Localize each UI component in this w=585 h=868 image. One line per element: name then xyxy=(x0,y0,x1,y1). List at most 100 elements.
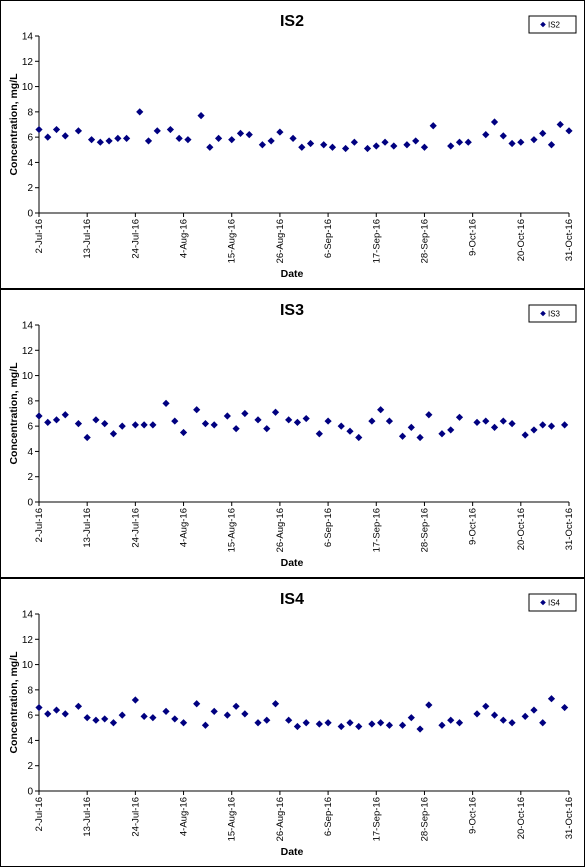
data-point xyxy=(337,722,345,731)
data-point xyxy=(298,143,306,151)
y-tick-label: 6 xyxy=(27,133,33,144)
data-point xyxy=(206,143,214,151)
y-tick-label: 14 xyxy=(22,321,34,332)
data-point xyxy=(482,131,490,139)
x-axis-label: Date xyxy=(281,268,304,280)
data-point xyxy=(398,721,407,729)
data-point xyxy=(258,141,266,149)
y-tick-label: 0 xyxy=(27,787,33,798)
data-point xyxy=(377,719,385,727)
data-point xyxy=(131,421,139,429)
data-point xyxy=(210,421,218,429)
data-point xyxy=(232,425,240,433)
data-point xyxy=(517,138,525,146)
data-point xyxy=(403,141,411,149)
data-point xyxy=(87,136,96,144)
data-point xyxy=(92,716,100,724)
y-axis-label: Concentration, mg/L xyxy=(8,651,20,754)
data-point xyxy=(412,137,420,145)
data-point xyxy=(263,716,271,724)
chart-title: IS4 xyxy=(280,591,304,608)
data-point xyxy=(438,430,446,438)
x-tick-label: 24-Jul-16 xyxy=(130,508,141,548)
data-point xyxy=(302,414,310,423)
data-point xyxy=(96,138,104,146)
data-point xyxy=(162,399,170,407)
data-point xyxy=(74,420,83,428)
data-point xyxy=(337,422,345,430)
data-point xyxy=(101,420,109,428)
legend: IS3 xyxy=(528,304,577,323)
x-tick-label: 31-Oct-16 xyxy=(564,219,575,261)
data-point xyxy=(530,706,538,714)
x-tick-label: 6-Sep-16 xyxy=(323,219,334,258)
data-point xyxy=(52,416,61,424)
chart-panel-is3: IS3 0 2 4 6 8 10 12 14 2-Jul-16 13-Jul-16 24-Jul-16… xyxy=(0,289,585,578)
y-tick-label: 4 xyxy=(27,736,33,747)
x-tick-label: 26-Aug-16 xyxy=(275,508,286,552)
data-point xyxy=(44,418,52,426)
data-point xyxy=(140,712,148,721)
data-point xyxy=(499,716,507,724)
data-point xyxy=(455,413,464,421)
data-point xyxy=(324,719,332,727)
y-tick-label: 12 xyxy=(22,57,34,68)
data-point xyxy=(346,719,354,727)
data-point xyxy=(355,722,363,731)
x-tick-label: 13-Jul-16 xyxy=(82,508,93,548)
data-point xyxy=(473,710,481,718)
x-tick-label: 15-Aug-16 xyxy=(227,508,238,552)
data-point xyxy=(254,416,262,424)
data-point xyxy=(508,139,516,148)
x-tick-label: 20-Oct-16 xyxy=(516,797,527,839)
data-point xyxy=(254,719,262,727)
data-point xyxy=(289,134,297,143)
data-point xyxy=(455,138,464,146)
data-point xyxy=(385,417,394,425)
legend: IS4 xyxy=(528,593,577,612)
data-point xyxy=(539,421,547,429)
data-point xyxy=(320,141,328,149)
legend-box xyxy=(528,15,577,34)
data-point xyxy=(144,137,153,145)
data-point xyxy=(236,129,245,137)
x-tick-label: 13-Jul-16 xyxy=(82,797,93,837)
data-point xyxy=(521,431,529,439)
data-point xyxy=(293,722,302,731)
data-point xyxy=(52,706,61,714)
data-point xyxy=(241,409,249,418)
x-tick-label: 20-Oct-16 xyxy=(516,508,527,550)
data-point xyxy=(561,703,569,712)
data-point xyxy=(179,428,188,437)
x-tick-label: 28-Sep-16 xyxy=(419,508,430,552)
data-point xyxy=(35,412,43,420)
y-tick-label: 14 xyxy=(22,32,34,43)
x-tick-label: 17-Sep-16 xyxy=(371,219,382,263)
x-tick-label: 9-Oct-16 xyxy=(468,797,479,834)
data-point xyxy=(267,137,275,145)
data-point xyxy=(556,120,564,129)
data-point xyxy=(420,143,429,151)
data-point xyxy=(193,700,201,708)
data-point xyxy=(101,715,109,723)
data-point xyxy=(271,700,280,708)
data-point xyxy=(490,423,499,432)
data-point xyxy=(302,719,310,727)
legend-label: IS3 xyxy=(548,310,561,319)
data-point xyxy=(118,711,126,719)
legend-box xyxy=(528,304,577,323)
data-point xyxy=(114,134,122,143)
data-point xyxy=(530,136,538,144)
data-point xyxy=(149,714,157,722)
data-point xyxy=(499,132,507,140)
data-point xyxy=(355,433,363,442)
data-point xyxy=(368,417,376,425)
data-point xyxy=(490,118,499,126)
data-point xyxy=(508,420,516,428)
data-point xyxy=(241,710,249,718)
y-tick-label: 8 xyxy=(27,685,33,696)
x-tick-label: 2-Jul-16 xyxy=(34,797,45,831)
y-tick-label: 0 xyxy=(27,209,33,220)
x-tick-label: 6-Sep-16 xyxy=(323,797,334,836)
data-point xyxy=(201,420,210,428)
